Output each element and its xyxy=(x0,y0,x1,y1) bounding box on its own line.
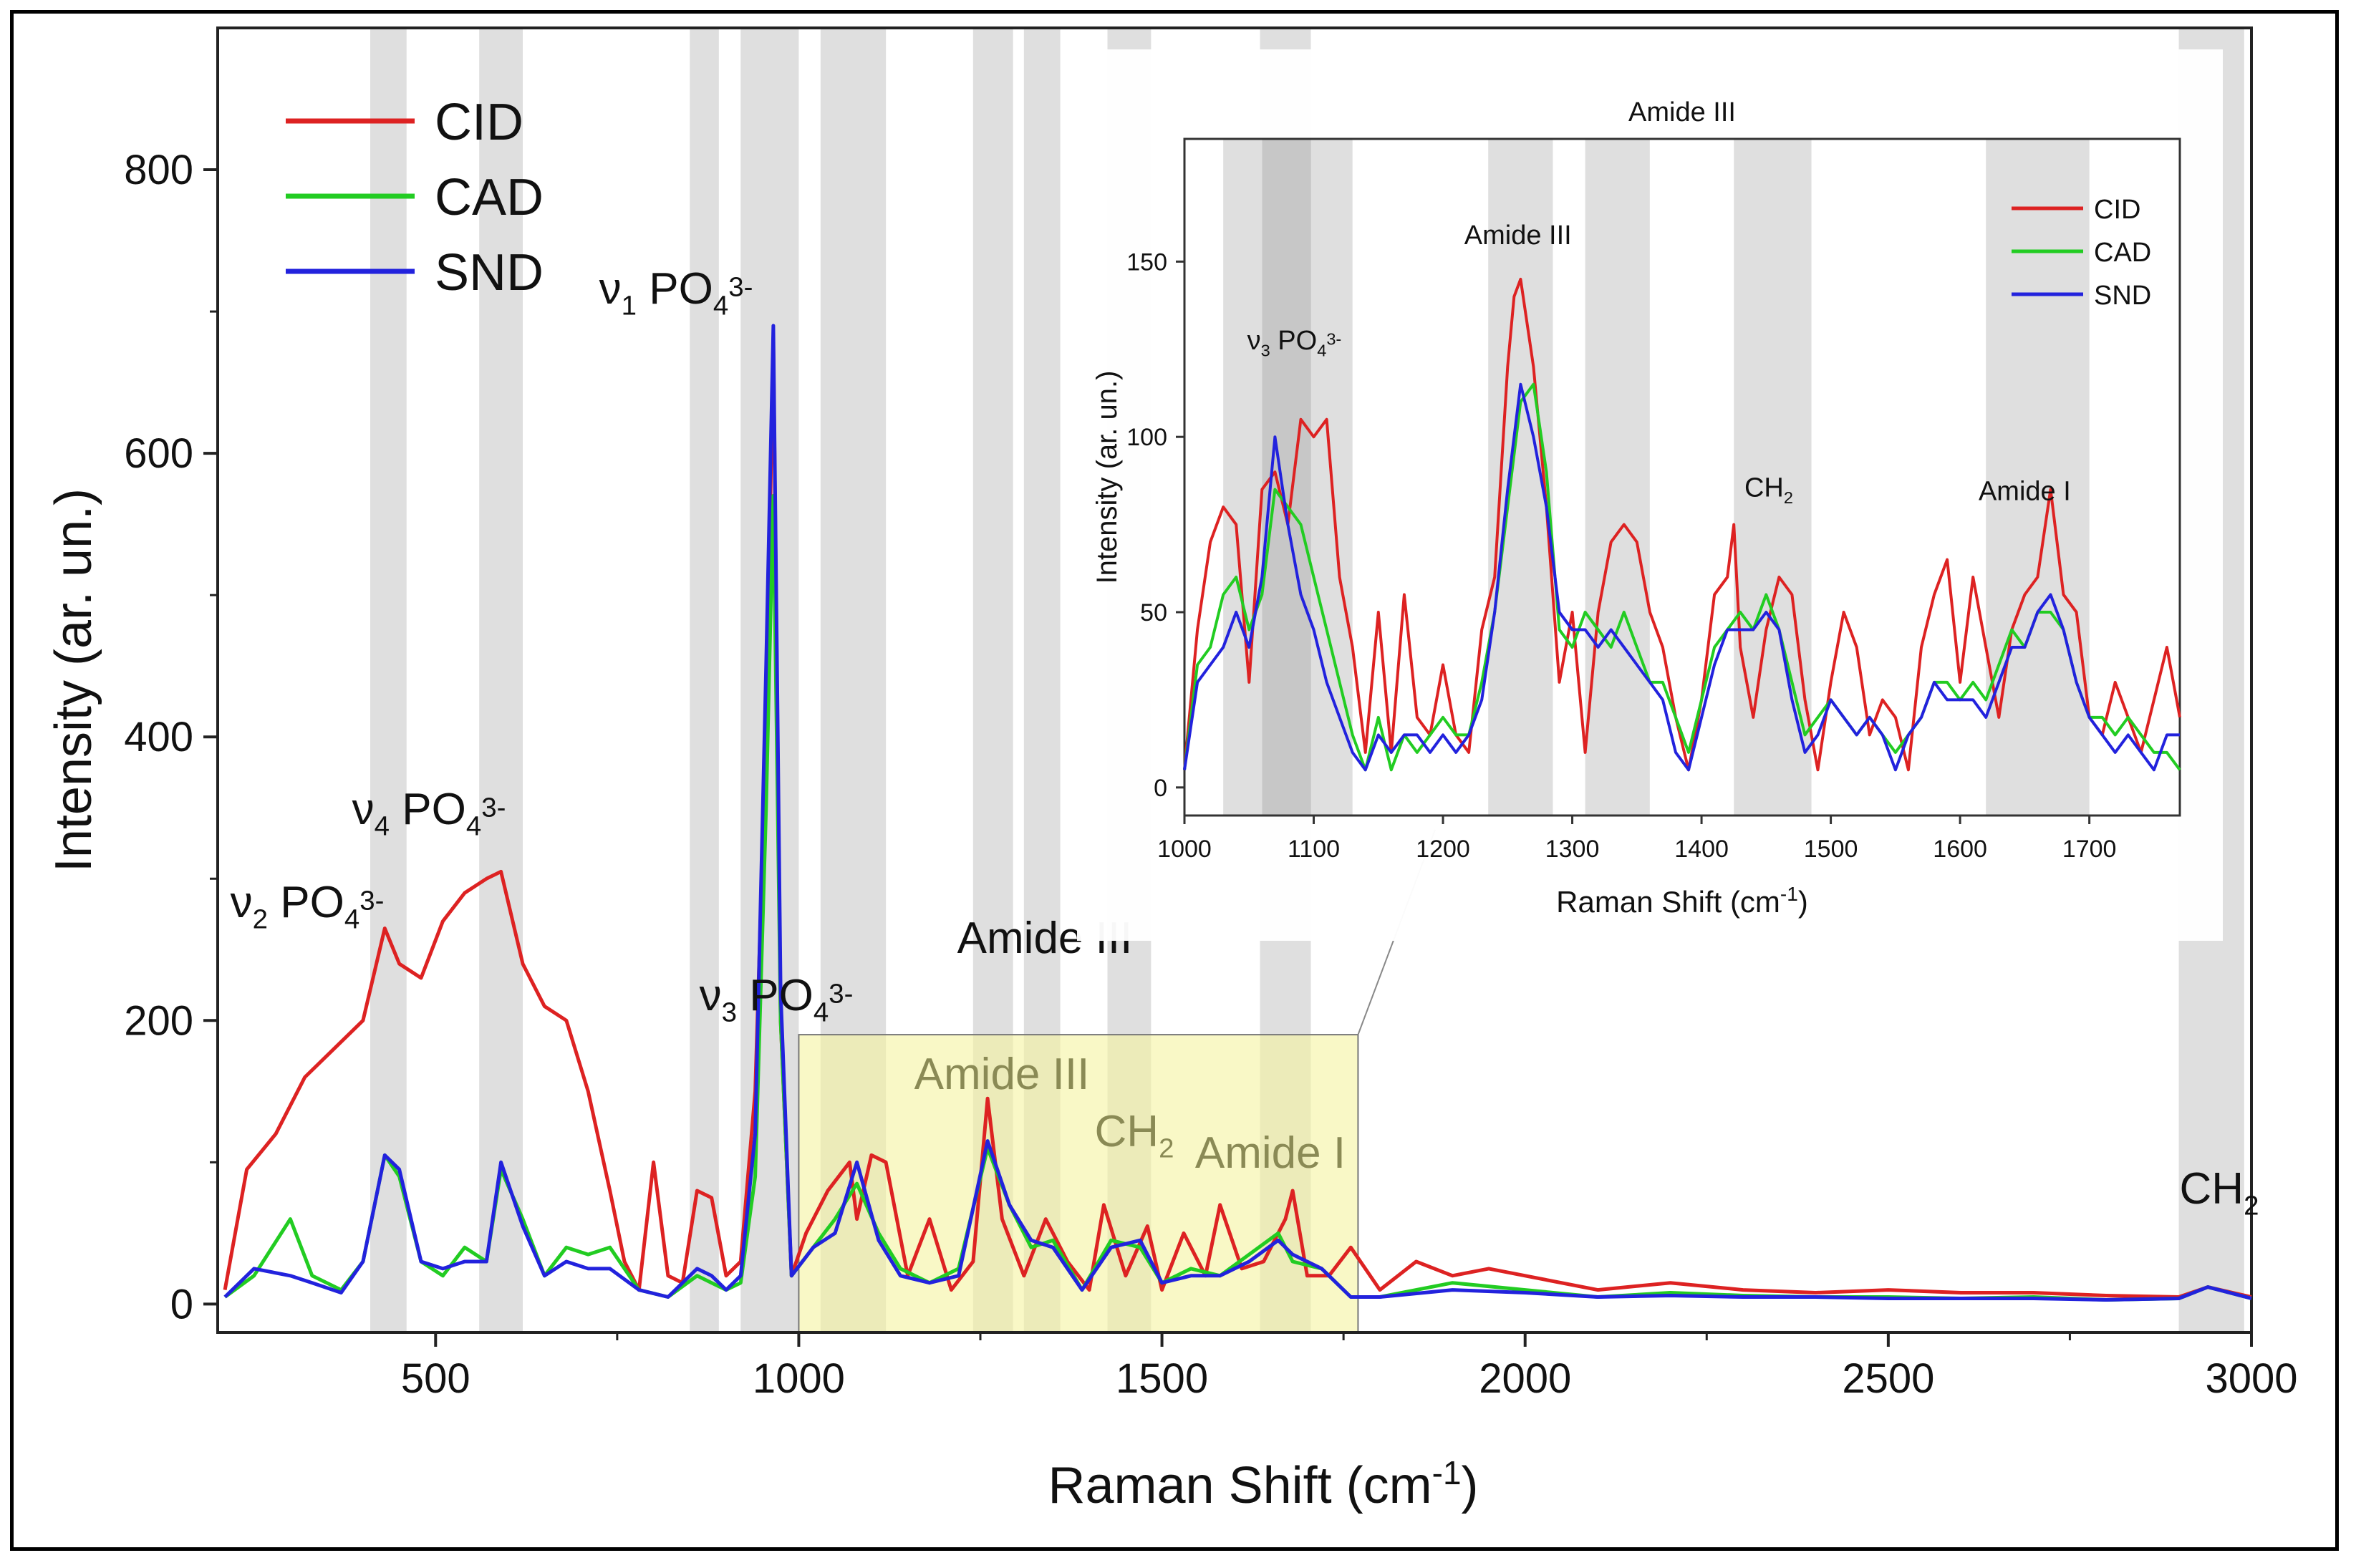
annotation-label: CH2 xyxy=(2180,1164,2259,1221)
inset-annotation-label: ν3 PO43- xyxy=(1247,326,1342,360)
y-tick-label: 600 xyxy=(124,430,193,477)
x-tick-label: 1000 xyxy=(753,1355,845,1402)
inset-annotation-label: Amide III xyxy=(1464,221,1572,251)
y-tick-label: 400 xyxy=(124,714,193,760)
inset-y-tick-label: 50 xyxy=(1140,599,1167,626)
legend-label-cad: CAD xyxy=(435,169,544,226)
inset-x-tick-label: 1100 xyxy=(1288,836,1340,863)
inset-title: Amide III xyxy=(1628,97,1736,127)
inset-x-axis-label: Raman Shift (cm-1) xyxy=(1556,883,1808,919)
series-line-cad xyxy=(223,494,2252,1302)
inset-shaded-band xyxy=(1223,139,1263,816)
inset-annotation-label: CH2 xyxy=(1744,473,1793,507)
legend-label-cid: CID xyxy=(435,94,523,151)
y-tick-label: 0 xyxy=(170,1281,193,1327)
shaded-band xyxy=(479,28,523,1332)
x-axis-label: Raman Shift (cm-1) xyxy=(1048,1454,1478,1514)
inset-plot-border xyxy=(1183,137,2181,817)
inset-x-tick-label: 1400 xyxy=(1674,836,1729,863)
inset-x-tick-label: 1300 xyxy=(1545,836,1600,863)
annotation-label: Amide I xyxy=(1195,1128,1346,1178)
y-tick-label: 800 xyxy=(124,147,193,193)
series-line-cid xyxy=(223,338,2252,1299)
inset-x-tick-label: 1500 xyxy=(1804,836,1858,863)
annotation-label: ν1 PO43- xyxy=(599,264,753,321)
inset-legend-label-snd: SND xyxy=(2094,281,2151,311)
x-tick-label: 2000 xyxy=(1479,1355,1571,1402)
inset-x-tick-label: 1600 xyxy=(1933,836,1987,863)
series-line-snd xyxy=(223,324,2252,1302)
raman-figure: 500 1000 1500 2000 2500 30000200400600800Rama… xyxy=(45,26,2298,1514)
inset-legend-label-cad: CAD xyxy=(2094,238,2151,268)
inset-series-line-cid xyxy=(1183,277,2181,772)
inset-annotation-label: Amide I xyxy=(1979,476,2071,506)
inset-x-tick-label: 1200 xyxy=(1416,836,1470,863)
x-tick-label: 500 xyxy=(401,1355,470,1402)
y-tick-label: 200 xyxy=(124,997,193,1044)
inset-y-axis-label: Intensity (ar. un.) xyxy=(1091,371,1123,584)
figure-frame: 500 1000 1500 2000 2500 3000 0 200 400 600 800 Rama… xyxy=(10,10,2339,1551)
shaded-band xyxy=(370,28,407,1332)
shaded-band xyxy=(690,28,719,1332)
annotation-label: ν2 PO43- xyxy=(231,878,385,935)
inset-shaded-band xyxy=(1585,139,1650,816)
inset-y-tick-label: 0 xyxy=(1154,775,1167,802)
inset-x-tick-label: 1700 xyxy=(2062,836,2117,863)
inset-x-tick-label: 1000 xyxy=(1157,836,1212,863)
x-tick-label: 3000 xyxy=(2205,1355,2297,1402)
annotation-label: ν4 PO43- xyxy=(352,785,506,842)
x-tick-label: 2500 xyxy=(1842,1355,1934,1402)
inset-y-tick-label: 100 xyxy=(1126,424,1167,451)
inset-legend-label-cid: CID xyxy=(2094,195,2140,225)
main-plot-border xyxy=(216,26,2253,1334)
inset-series-line-cad xyxy=(1183,382,2181,772)
inset-y-tick-label: 150 xyxy=(1126,248,1167,276)
x-tick-label: 1500 xyxy=(1116,1355,1208,1402)
y-axis-label: Intensity (ar. un.) xyxy=(45,488,102,872)
annotation-label: CH2 xyxy=(1095,1107,1174,1164)
annotation-label: Amide III xyxy=(914,1050,1090,1099)
inset-series-line-snd xyxy=(1183,382,2180,772)
annotation-label: ν3 PO43- xyxy=(700,971,854,1028)
legend-label-snd: SND xyxy=(435,244,544,301)
